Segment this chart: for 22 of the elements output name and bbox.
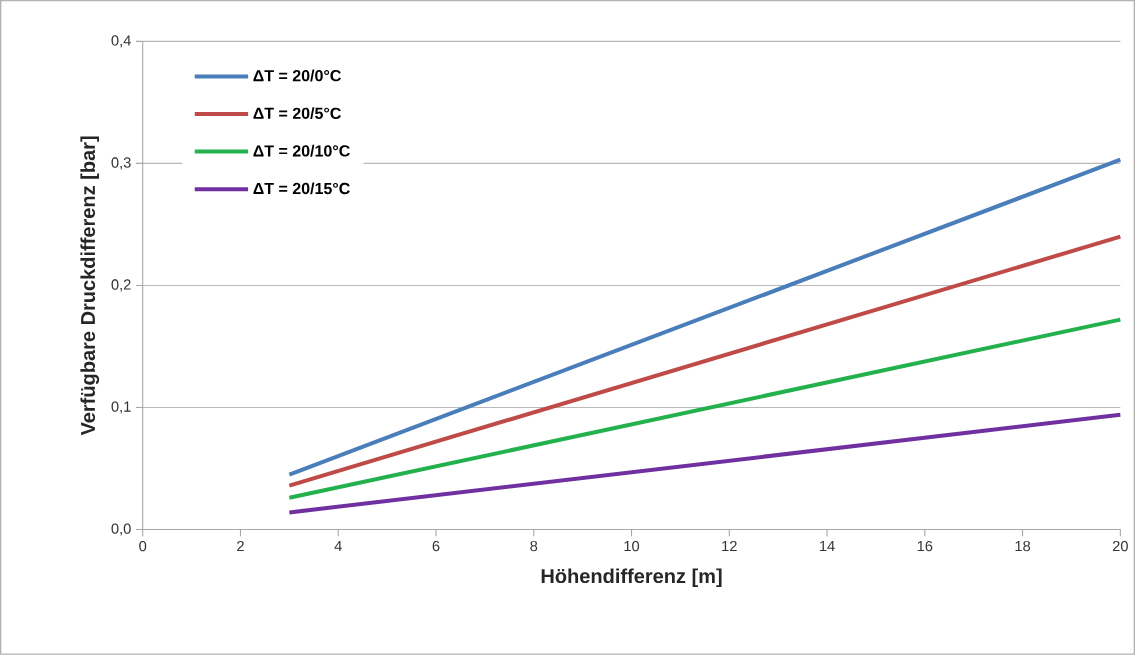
x-tick-label: 10 <box>624 540 640 552</box>
x-tick-label: 20 <box>1112 540 1128 552</box>
x-tick-label: 12 <box>722 540 737 552</box>
x-tick-label: 8 <box>530 540 538 552</box>
x-tick-label: 0 <box>139 540 147 552</box>
x-tick-label: 4 <box>334 540 342 552</box>
y-tick-label: 0,4 <box>111 35 131 48</box>
y-axis-title: Verfügbare Druckdifferenz [bar] <box>80 136 100 436</box>
x-tick-label: 18 <box>1015 540 1031 552</box>
y-tick-label: 0,0 <box>111 523 131 536</box>
x-axis-title: Höhendifferenz [m] <box>541 568 722 588</box>
x-tick-label: 16 <box>917 540 933 552</box>
y-tick-label: 0,3 <box>111 157 131 170</box>
x-tick-label: 2 <box>237 540 244 552</box>
legend-label: ΔT = 20/0°C <box>253 69 341 82</box>
legend-label: ΔT = 20/15°C <box>253 182 350 195</box>
legend-label: ΔT = 20/5°C <box>253 107 341 120</box>
x-tick-label: 6 <box>432 540 440 552</box>
y-tick-label: 0,2 <box>111 279 131 292</box>
x-tick-label: 14 <box>820 540 835 552</box>
y-tick-label: 0,1 <box>111 401 131 414</box>
legend-label: ΔT = 20/10°C <box>253 144 350 157</box>
